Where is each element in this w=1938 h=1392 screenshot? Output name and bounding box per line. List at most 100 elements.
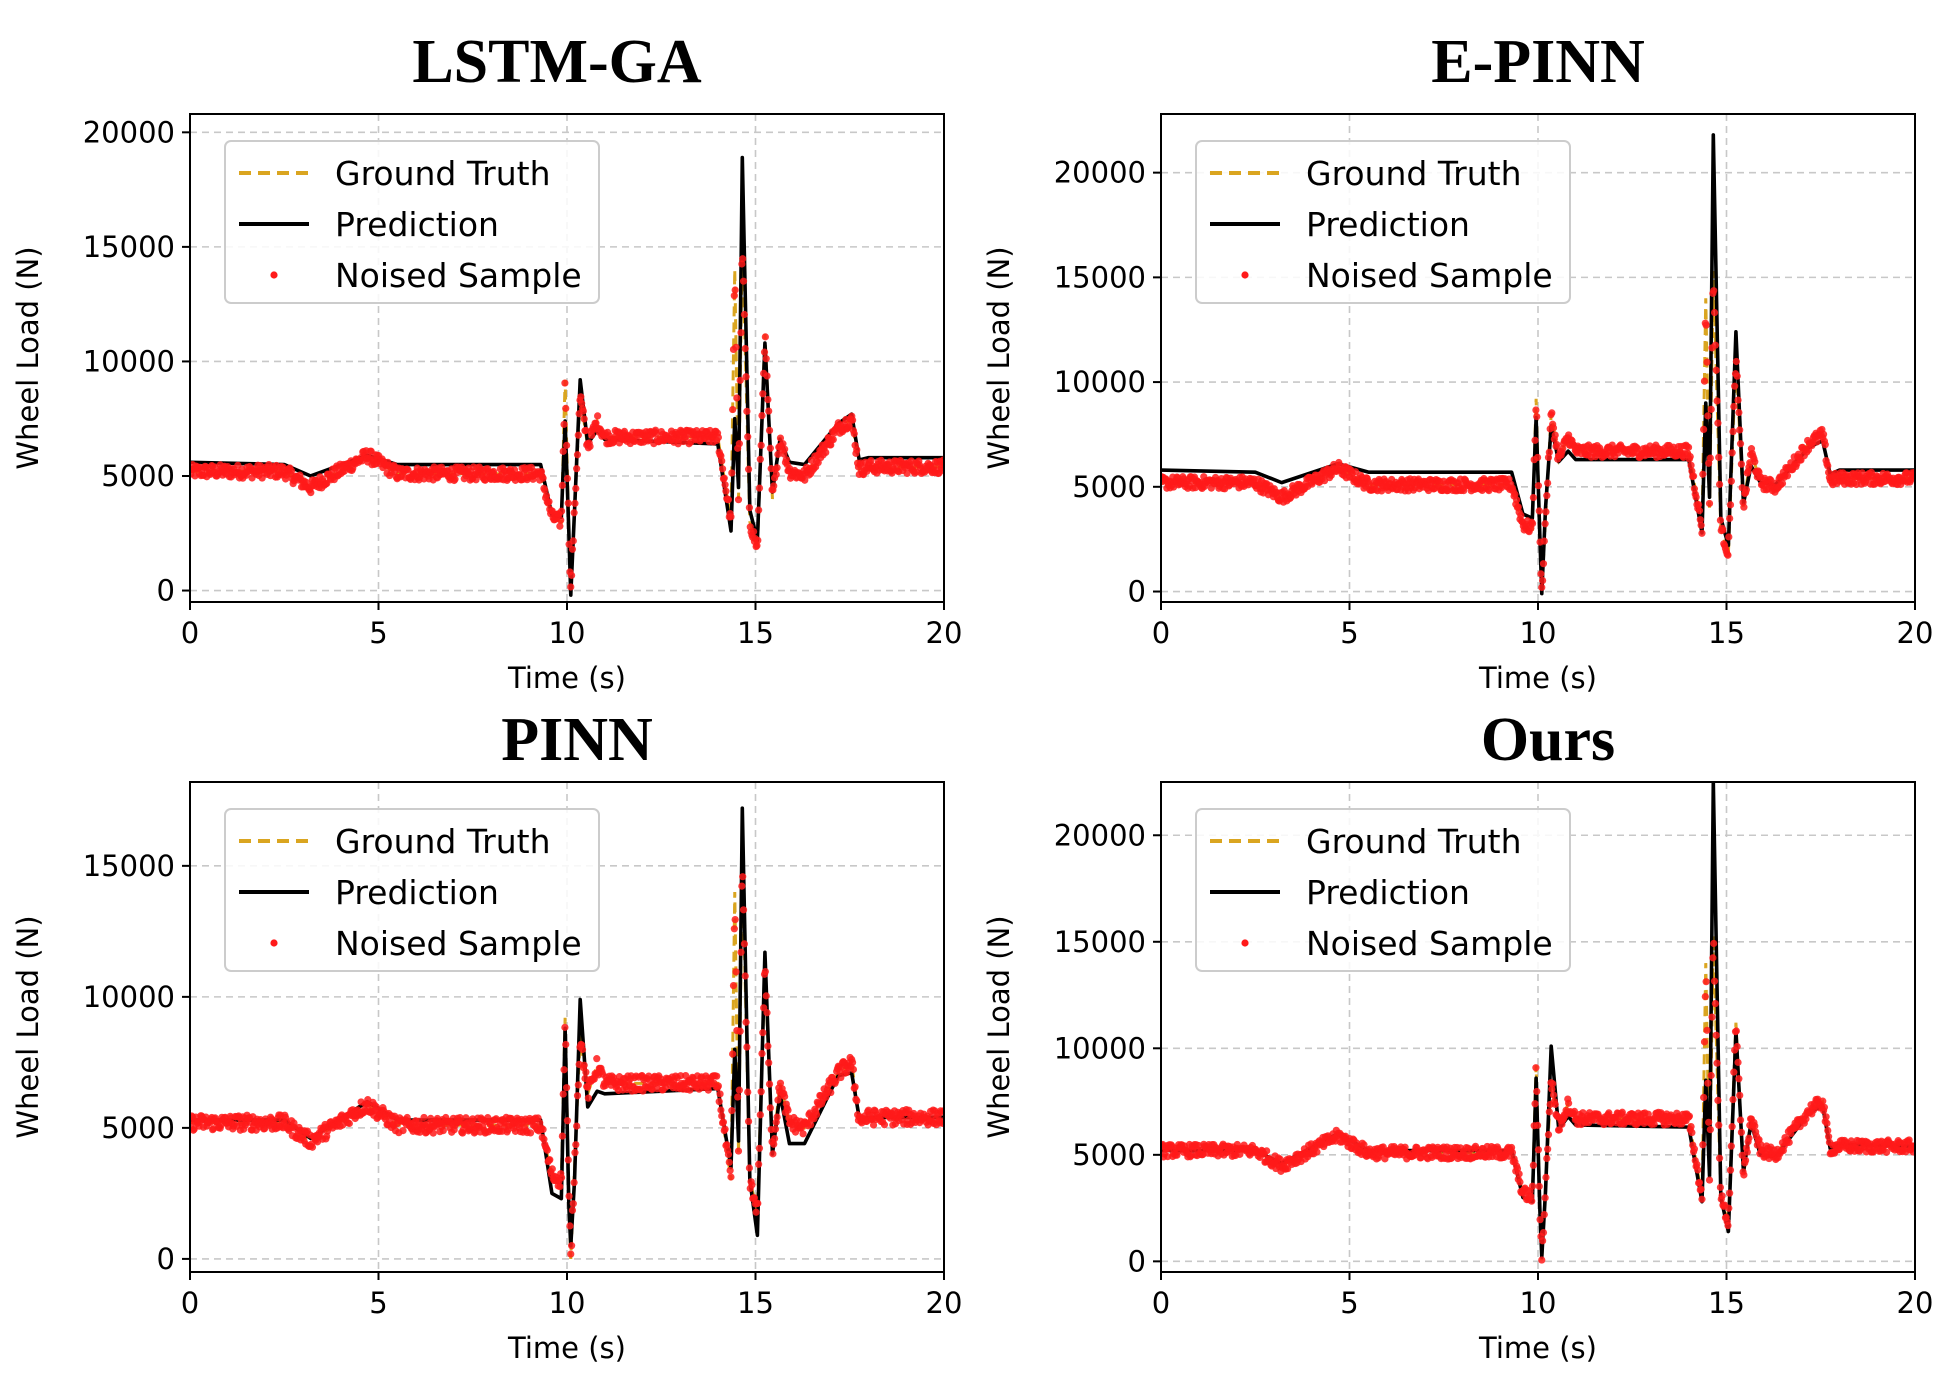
noised-sample-point: [755, 506, 763, 514]
y-tick-label: 20000: [83, 115, 175, 149]
noised-sample-point: [1704, 1079, 1712, 1087]
noised-sample-point: [1802, 1115, 1810, 1123]
noised-sample-point: [1709, 954, 1717, 962]
plot-data: [1161, 133, 1915, 596]
noised-sample-point: [580, 415, 588, 423]
noised-sample-point: [727, 513, 735, 521]
noised-sample-point: [757, 441, 765, 449]
series-noised-sample: [190, 255, 944, 591]
noised-sample-point: [715, 1098, 723, 1106]
noised-sample-point: [1700, 1093, 1708, 1102]
noised-sample-point: [1545, 1108, 1553, 1116]
legend-box: [224, 808, 600, 972]
noised-sample-point: [1697, 521, 1705, 529]
legend-label: Ground Truth: [335, 822, 551, 861]
x-tick-label: 10: [1520, 616, 1557, 650]
x-tick-label: 20: [926, 1286, 963, 1320]
noised-sample-point: [880, 1121, 889, 1129]
noised-sample-point: [1549, 1091, 1558, 1099]
noised-sample-point: [571, 499, 579, 507]
noised-sample-point: [1726, 1166, 1735, 1174]
noised-sample-point: [759, 1029, 767, 1037]
noised-sample-point: [744, 1117, 753, 1126]
noised-sample-point: [769, 1150, 777, 1158]
noised-sample-point: [1710, 939, 1718, 948]
noised-sample-point: [766, 444, 774, 452]
noised-sample-point: [772, 470, 780, 479]
chart-panel-2: E-PINN 0 5 10 15 20 0 5000 10000 15000 20000 Time (…: [982, 28, 1933, 695]
y-tick-label: 5000: [1072, 470, 1146, 504]
noised-sample-point: [1732, 357, 1740, 366]
noised-sample-point: [1715, 480, 1724, 488]
noised-sample-point: [682, 433, 690, 441]
noised-sample-point: [739, 873, 747, 881]
noised-sample-point: [733, 394, 741, 402]
noised-sample-point: [563, 474, 572, 483]
noised-sample-point: [1705, 499, 1714, 508]
noised-sample-point: [748, 1181, 756, 1189]
noised-sample-point: [740, 310, 748, 319]
legend-label: Noised Sample: [1306, 256, 1553, 295]
noised-sample-point: [287, 467, 296, 475]
noised-sample-point: [1508, 1148, 1517, 1157]
legend-swatch-noised-sample: [270, 939, 278, 947]
noised-sample-point: [848, 1058, 857, 1067]
noised-sample-point: [568, 571, 576, 579]
noised-sample-point: [728, 469, 736, 477]
noised-sample-point: [588, 431, 596, 439]
legend: Ground Truth Prediction Noised Sample: [1195, 140, 1571, 304]
noised-sample-point: [541, 486, 549, 494]
y-tick-label: 5000: [101, 1111, 175, 1145]
noised-sample-point: [1909, 1148, 1915, 1156]
noised-sample-point: [726, 1166, 734, 1175]
noised-sample-point: [572, 1141, 580, 1149]
noised-sample-point: [724, 1150, 733, 1159]
legend-label: Prediction: [335, 205, 499, 244]
noised-sample-point: [1751, 1122, 1759, 1130]
legend-label: Ground Truth: [1306, 822, 1522, 861]
noised-sample-point: [1730, 1068, 1738, 1076]
noised-sample-point: [1497, 483, 1506, 492]
noised-sample-point: [771, 1125, 780, 1133]
noised-sample-point: [1757, 1140, 1765, 1149]
noised-sample-point: [719, 1118, 728, 1126]
noised-sample-point: [1538, 583, 1546, 591]
noised-sample-point: [759, 390, 767, 398]
plot-data: [190, 806, 944, 1259]
noised-sample-point: [741, 344, 749, 353]
noised-sample-point: [1529, 493, 1537, 502]
noised-sample-point: [570, 1178, 578, 1187]
noised-sample-point: [567, 1250, 575, 1258]
x-tick-label: 20: [926, 616, 963, 650]
noised-sample-point: [1711, 999, 1719, 1008]
noised-sample-point: [742, 373, 750, 381]
noised-sample-point: [1700, 377, 1709, 385]
noised-sample-point: [429, 1129, 437, 1137]
noised-sample-point: [539, 474, 547, 482]
legend-label: Noised Sample: [1306, 924, 1553, 963]
noised-sample-point: [756, 455, 764, 463]
noised-sample-point: [557, 507, 566, 515]
noised-sample-point: [1705, 1118, 1713, 1126]
x-tick-label: 0: [1152, 1286, 1170, 1320]
noised-sample-point: [729, 981, 738, 990]
noised-sample-point: [765, 407, 773, 415]
noised-sample-point: [1715, 1121, 1723, 1129]
noised-sample-point: [1565, 1099, 1573, 1107]
noised-sample-point: [573, 1092, 582, 1100]
noised-sample-point: [744, 1088, 752, 1096]
noised-sample-point: [558, 1132, 566, 1140]
noised-sample-point: [1701, 992, 1709, 1001]
y-tick-label: 20000: [1054, 156, 1146, 190]
noised-sample-point: [1741, 1156, 1750, 1164]
noised-sample-point: [404, 466, 412, 474]
noised-sample-point: [345, 1119, 353, 1128]
x-tick-label: 5: [1340, 1286, 1358, 1320]
noised-sample-point: [1710, 287, 1718, 295]
noised-sample-point: [776, 434, 785, 442]
noised-sample-point: [1549, 1080, 1557, 1088]
noised-sample-point: [829, 435, 837, 444]
legend: Ground Truth Prediction Noised Sample: [224, 140, 600, 304]
noised-sample-point: [1734, 396, 1742, 404]
